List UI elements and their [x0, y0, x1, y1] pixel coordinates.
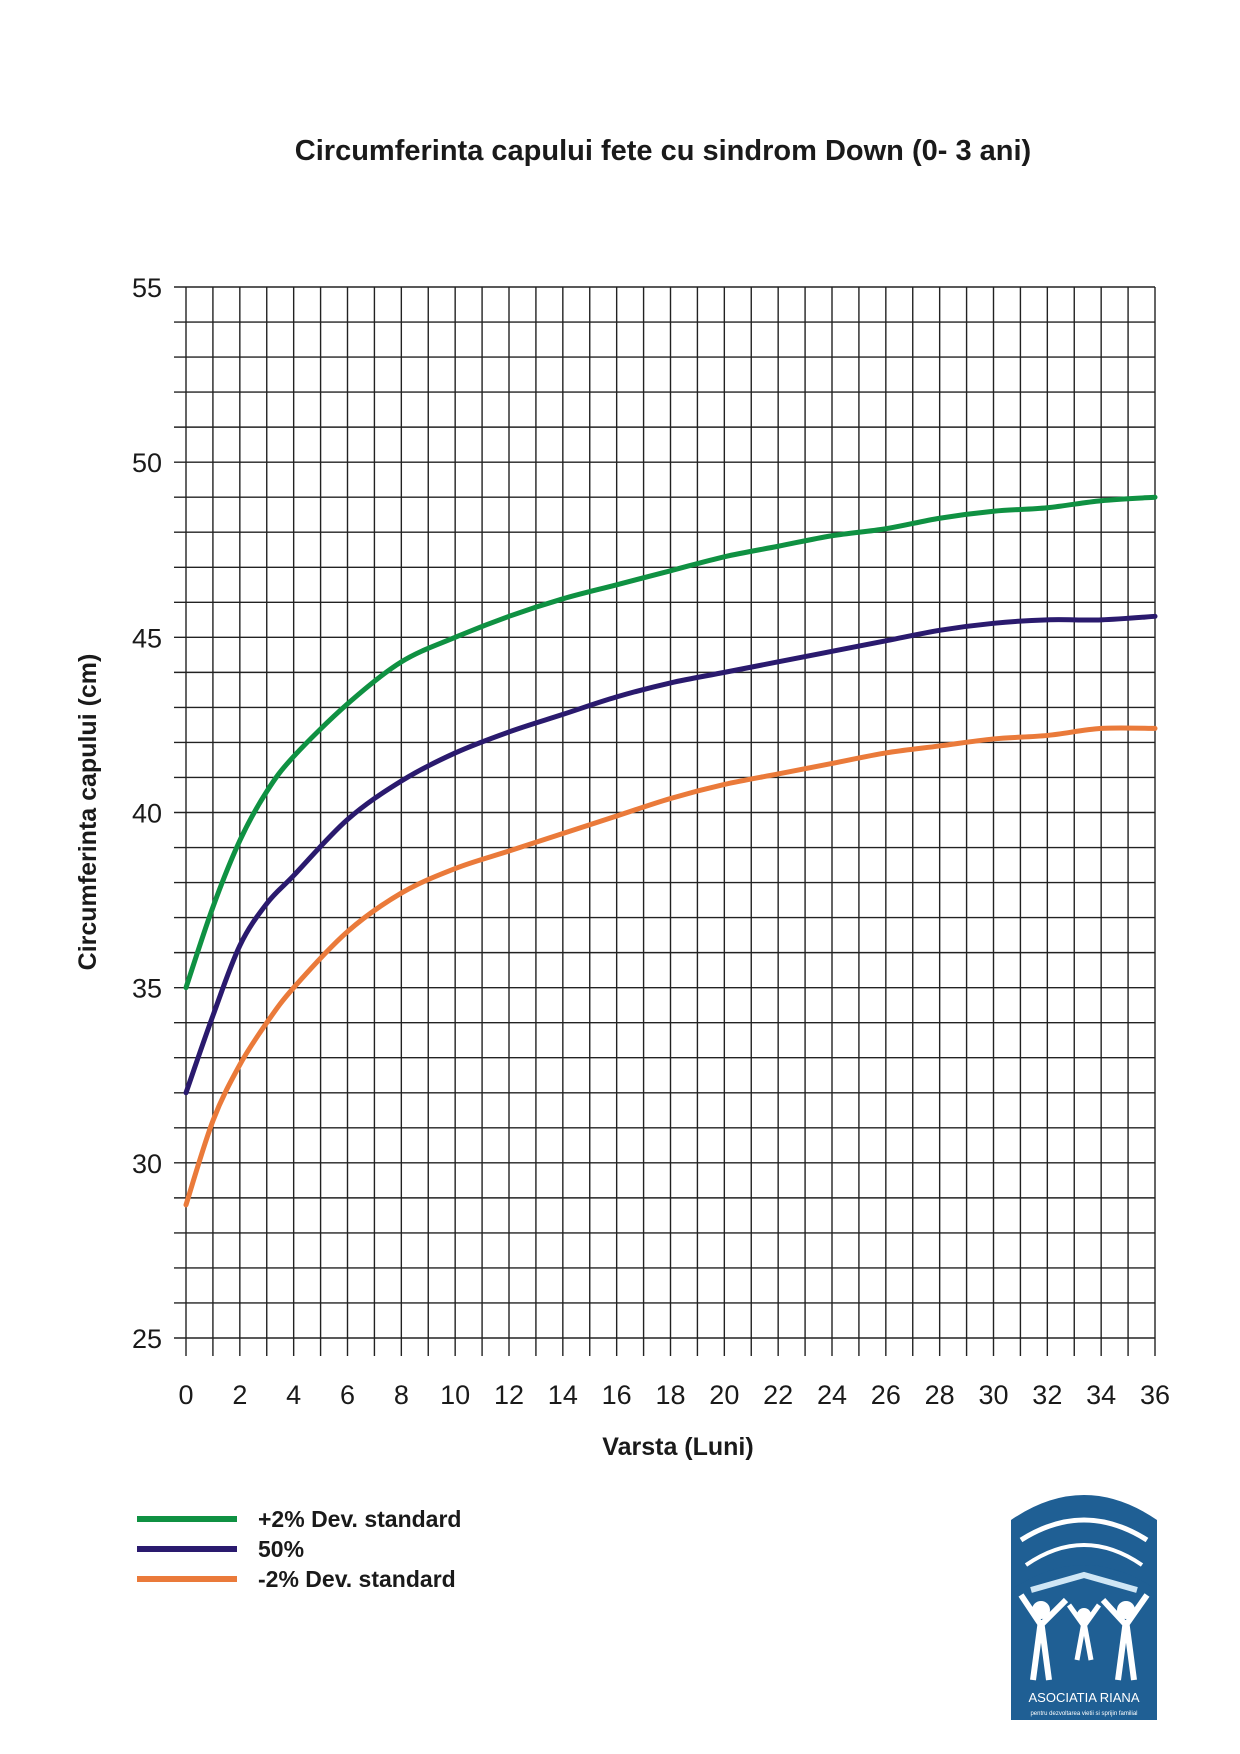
legend-label: +2% Dev. standard	[258, 1506, 461, 1532]
x-axis-label: Varsta (Luni)	[602, 1433, 753, 1461]
x-tick-label: 34	[1086, 1380, 1116, 1410]
x-tick-label: 22	[763, 1380, 793, 1410]
y-tick-label: 50	[132, 448, 162, 478]
x-tick-label: 28	[925, 1380, 955, 1410]
x-tick-label: 12	[494, 1380, 524, 1410]
y-tick-label: 25	[132, 1324, 162, 1354]
legend-label: -2% Dev. standard	[258, 1566, 456, 1592]
chart-title: Circumferinta capului fete cu sindrom Do…	[295, 135, 1031, 167]
y-tick-label: 40	[132, 799, 162, 829]
x-tick-label: 16	[602, 1380, 632, 1410]
logo: ASOCIATIA RIANA pentru dezvoltarea vieti…	[1011, 1495, 1157, 1720]
y-tick-label: 30	[132, 1149, 162, 1179]
legend-label: 50%	[258, 1536, 304, 1562]
legend: +2% Dev. standard 50% -2% Dev. standard	[137, 1506, 461, 1592]
x-tick-label: 32	[1032, 1380, 1062, 1410]
x-tick-label: 4	[286, 1380, 301, 1410]
y-axis-label: Circumferinta capului (cm)	[74, 654, 102, 971]
x-tick-label: 30	[978, 1380, 1008, 1410]
series-line-2	[183, 725, 1158, 1208]
series-line-0	[183, 494, 1158, 991]
series-lines	[183, 494, 1158, 1208]
y-tick-label: 55	[132, 273, 162, 303]
y-tick-label: 35	[132, 974, 162, 1004]
x-tick-label: 6	[340, 1380, 355, 1410]
x-tick-label: 18	[655, 1380, 685, 1410]
x-tick-label: 8	[394, 1380, 409, 1410]
x-tick-label: 0	[178, 1380, 193, 1410]
x-tick-label: 26	[871, 1380, 901, 1410]
x-tick-label: 10	[440, 1380, 470, 1410]
grid	[174, 286, 1156, 1356]
logo-subtext: pentru dezvoltarea vietii si sprijin fam…	[1030, 1711, 1137, 1717]
x-tick-label: 36	[1140, 1380, 1170, 1410]
x-tick-label: 20	[709, 1380, 739, 1410]
x-tick-label: 14	[548, 1380, 578, 1410]
x-tick-label: 2	[232, 1380, 247, 1410]
x-tick-label: 24	[817, 1380, 847, 1410]
y-tick-label: 45	[132, 623, 162, 653]
logo-text: ASOCIATIA RIANA	[1028, 1690, 1139, 1705]
series-line-1	[183, 613, 1158, 1096]
